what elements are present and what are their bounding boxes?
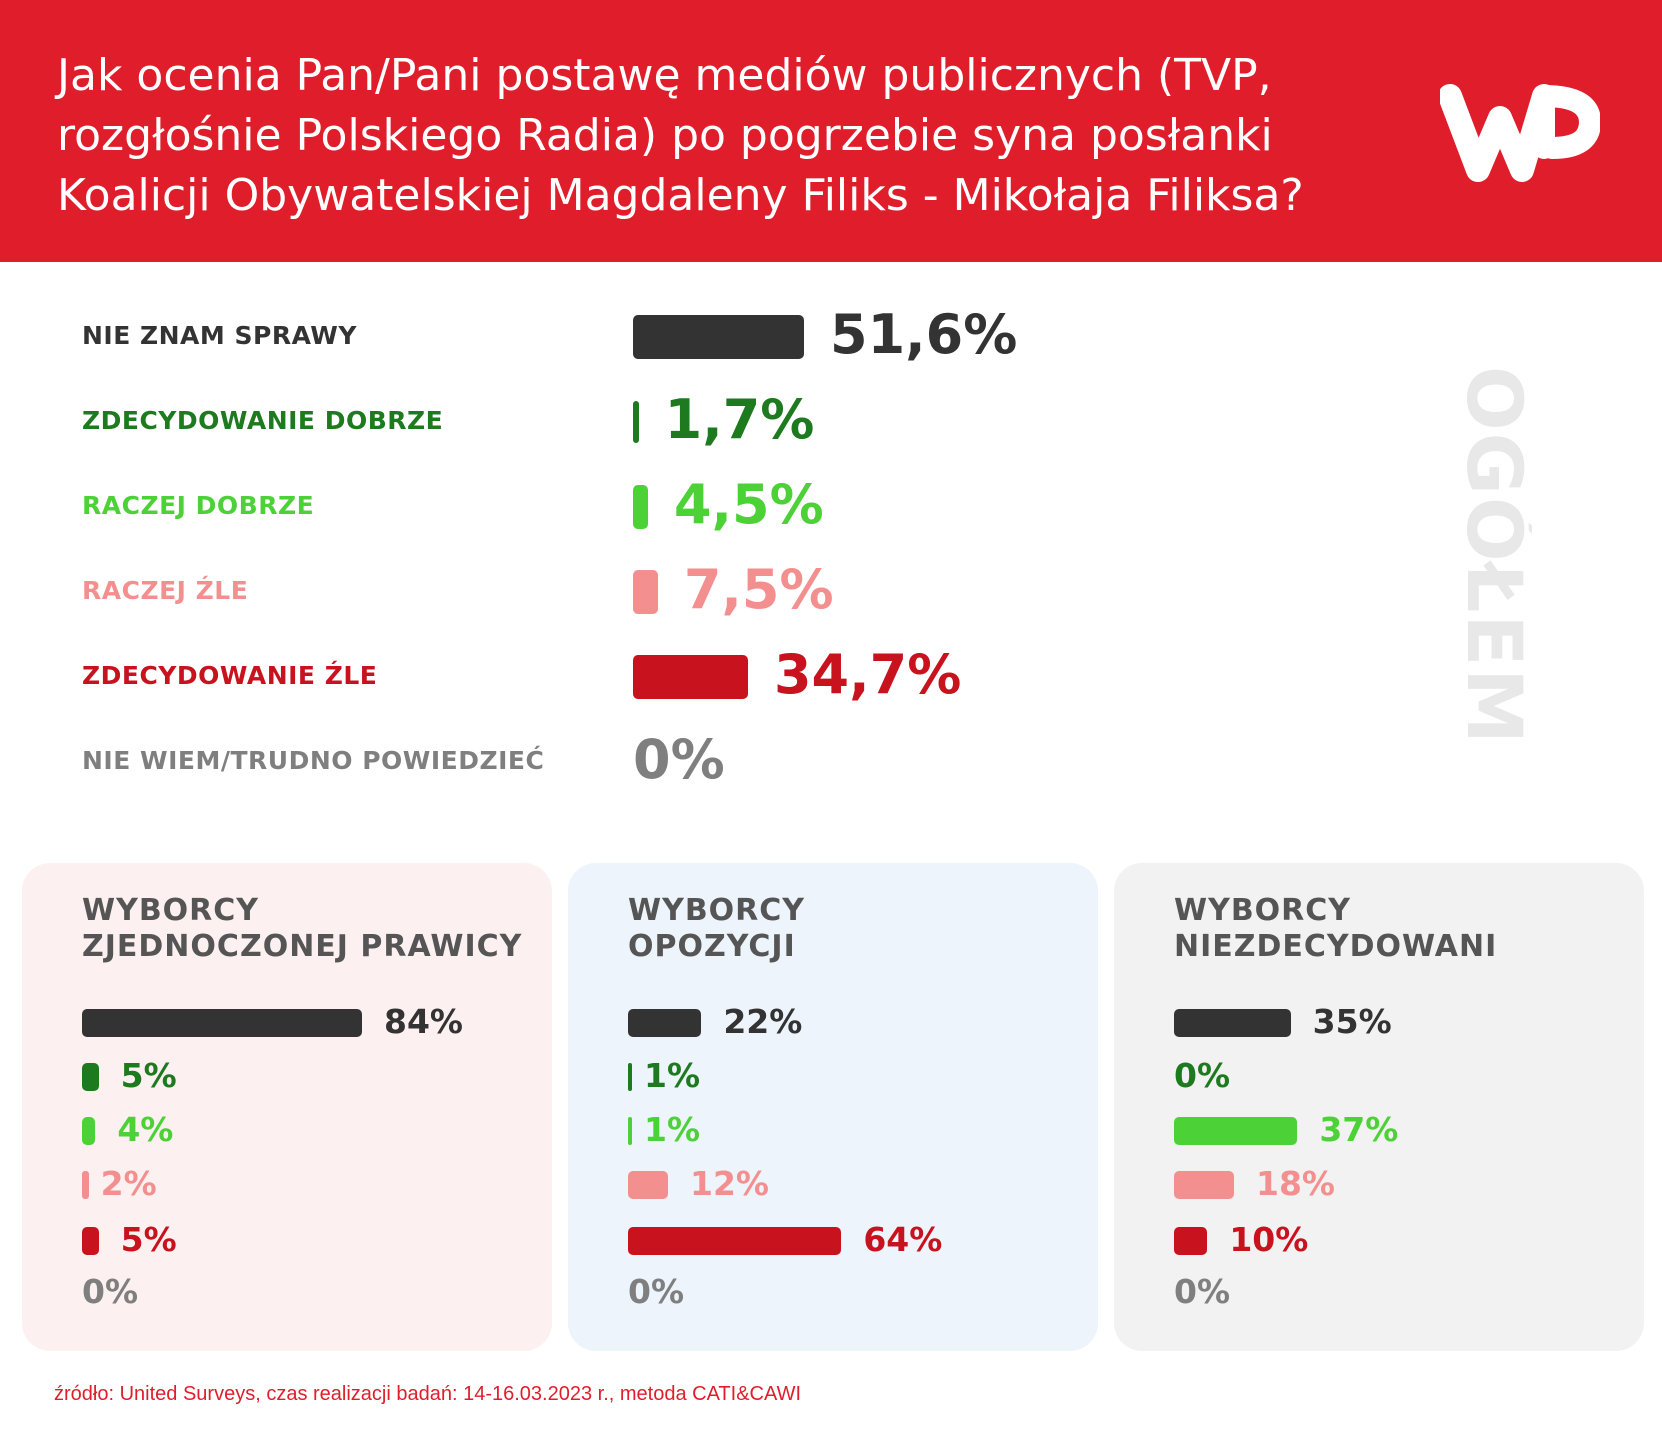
value-label-niezdecydowani-nie-znam-sprawy: 35% bbox=[1312, 1002, 1392, 1041]
value-label-raczej-dobrze: 4,5% bbox=[673, 473, 824, 536]
wp-logo-icon: WP bbox=[1440, 78, 1600, 182]
value-label-opozycja-nie-znam-sprawy: 22% bbox=[723, 1002, 803, 1041]
bar-niezdecydowani-raczej-dobrze bbox=[1174, 1117, 1298, 1145]
bar-opozycja-nie-znam-sprawy bbox=[628, 1009, 702, 1037]
panel-title-line: WYBORCY bbox=[1174, 893, 1352, 928]
bar-zjednoczona-prawica-raczej-dobrze bbox=[82, 1117, 96, 1145]
panel-title-opozycja: WYBORCY OPOZYCJI bbox=[628, 893, 805, 965]
panel-title-zjednoczona-prawica: WYBORCY ZJEDNOCZONEJ PRAWICY bbox=[82, 893, 522, 965]
value-label-raczej-zle: 7,5% bbox=[683, 558, 834, 621]
panel-title-line: OPOZYCJI bbox=[628, 929, 796, 964]
bar-niezdecydowani-zdecydowanie-zle bbox=[1174, 1227, 1208, 1255]
bar-nie-znam-sprawy bbox=[633, 315, 804, 359]
value-label-niezdecydowani-zdecydowanie-zle: 10% bbox=[1229, 1220, 1309, 1259]
bar-raczej-zle bbox=[633, 570, 658, 614]
panel-title-line: ZJEDNOCZONEJ PRAWICY bbox=[82, 929, 523, 964]
bar-zdecydowanie-zle bbox=[633, 655, 748, 699]
value-label-opozycja-nie-wiem: 0% bbox=[628, 1272, 685, 1311]
category-label-nie-wiem: NIE WIEM/TRUDNO POWIEDZIEĆ bbox=[82, 746, 545, 775]
value-label-opozycja-zdecydowanie-dobrze: 1% bbox=[644, 1056, 701, 1095]
value-label-zjednoczona-prawica-zdecydowanie-dobrze: 5% bbox=[120, 1056, 177, 1095]
value-label-niezdecydowani-raczej-dobrze: 37% bbox=[1319, 1110, 1399, 1149]
bar-zjednoczona-prawica-zdecydowanie-dobrze bbox=[82, 1063, 99, 1091]
panel-niezdecydowani: WYBORCY NIEZDECYDOWANI 35% 0% 37% 18% 10% 0% bbox=[1114, 863, 1644, 1351]
panel-title-line: NIEZDECYDOWANI bbox=[1174, 929, 1498, 964]
category-label-nie-znam-sprawy: NIE ZNAM SPRAWY bbox=[82, 321, 357, 350]
header-banner: Jak ocenia Pan/Pani postawę mediów publi… bbox=[0, 0, 1662, 262]
bar-opozycja-raczej-dobrze bbox=[628, 1117, 632, 1145]
value-label-opozycja-raczej-dobrze: 1% bbox=[644, 1110, 701, 1149]
category-label-zdecydowanie-dobrze: ZDECYDOWANIE DOBRZE bbox=[82, 406, 444, 435]
source-note: źródło: United Surveys, czas realizacji … bbox=[54, 1383, 802, 1405]
value-label-zdecydowanie-dobrze: 1,7% bbox=[664, 388, 815, 451]
bar-zdecydowanie-dobrze bbox=[633, 401, 639, 443]
bar-opozycja-zdecydowanie-zle bbox=[628, 1227, 842, 1255]
logo-text: WP bbox=[1440, 78, 1442, 79]
bar-niezdecydowani-nie-znam-sprawy bbox=[1174, 1009, 1291, 1037]
bar-niezdecydowani-raczej-zle bbox=[1174, 1171, 1234, 1199]
value-label-niezdecydowani-zdecydowanie-dobrze: 0% bbox=[1174, 1056, 1231, 1095]
value-label-zjednoczona-prawica-zdecydowanie-zle: 5% bbox=[120, 1220, 177, 1259]
value-label-nie-wiem: 0% bbox=[633, 728, 725, 791]
panel-zjednoczona-prawica: WYBORCY ZJEDNOCZONEJ PRAWICY 84% 5% 4% 2% 5% 0% bbox=[22, 863, 552, 1351]
bar-opozycja-zdecydowanie-dobrze bbox=[628, 1063, 632, 1091]
value-label-zdecydowanie-zle: 34,7% bbox=[773, 643, 962, 706]
bar-zjednoczona-prawica-raczej-zle bbox=[82, 1171, 89, 1199]
value-label-niezdecydowani-raczej-zle: 18% bbox=[1256, 1164, 1335, 1203]
chart-title: Jak ocenia Pan/Pani postawę mediów publi… bbox=[57, 50, 1304, 221]
panel-title-line: WYBORCY bbox=[82, 893, 260, 928]
side-label-text: OGÓŁEM bbox=[1450, 366, 1532, 746]
side-label-ogolem: OGÓŁEM bbox=[1450, 366, 1532, 746]
panel-title-line: WYBORCY bbox=[628, 893, 806, 928]
panel-opozycja: WYBORCY OPOZYCJI 22% 1% 1% 12% 64% 0% bbox=[568, 863, 1098, 1351]
value-label-opozycja-raczej-zle: 12% bbox=[690, 1164, 769, 1203]
value-label-zjednoczona-prawica-nie-wiem: 0% bbox=[82, 1272, 139, 1311]
value-label-opozycja-zdecydowanie-zle: 64% bbox=[863, 1220, 943, 1259]
value-label-zjednoczona-prawica-raczej-dobrze: 4% bbox=[117, 1110, 174, 1149]
category-label-raczej-zle: RACZEJ ŹLE bbox=[82, 576, 249, 605]
bar-zjednoczona-prawica-nie-znam-sprawy bbox=[82, 1009, 362, 1037]
category-label-raczej-dobrze: RACZEJ DOBRZE bbox=[82, 491, 315, 520]
value-label-niezdecydowani-nie-wiem: 0% bbox=[1174, 1272, 1231, 1311]
value-label-zjednoczona-prawica-nie-znam-sprawy: 84% bbox=[384, 1002, 463, 1041]
category-label-zdecydowanie-zle: ZDECYDOWANIE ŹLE bbox=[82, 661, 378, 690]
bar-opozycja-raczej-zle bbox=[628, 1171, 668, 1199]
value-label-nie-znam-sprawy: 51,6% bbox=[830, 303, 1018, 366]
panel-title-niezdecydowani: WYBORCY NIEZDECYDOWANI bbox=[1174, 893, 1497, 965]
value-label-zjednoczona-prawica-raczej-zle: 2% bbox=[100, 1164, 157, 1203]
bar-zjednoczona-prawica-zdecydowanie-zle bbox=[82, 1227, 99, 1255]
bar-raczej-dobrze bbox=[633, 485, 648, 529]
